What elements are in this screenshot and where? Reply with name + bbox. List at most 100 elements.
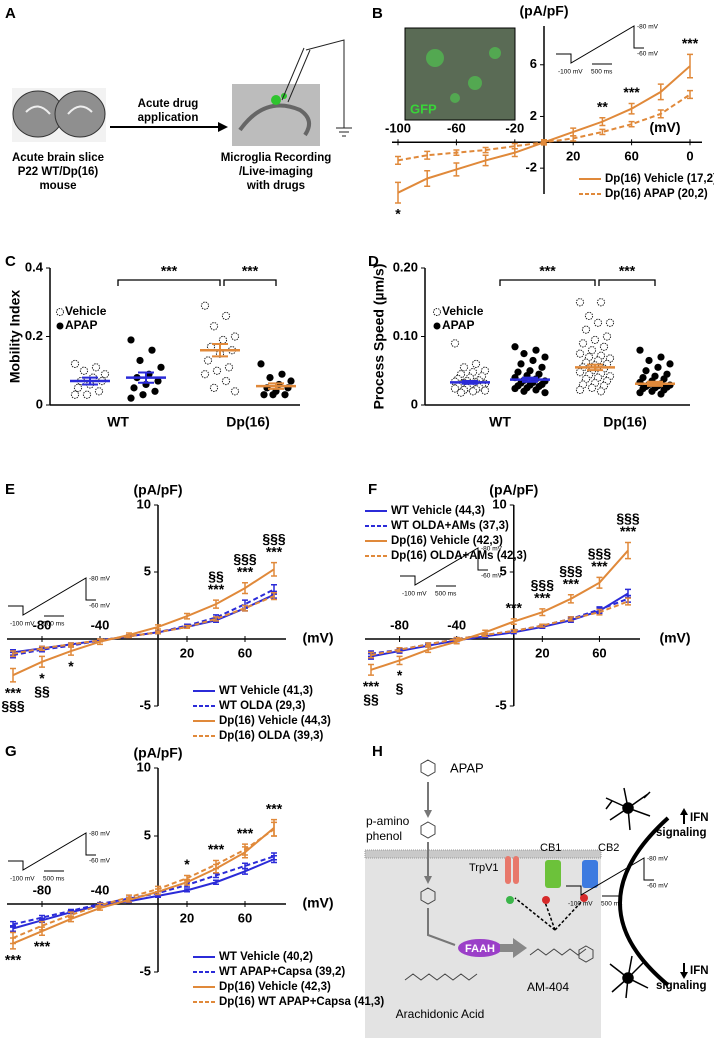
error-bar bbox=[242, 843, 248, 856]
error-bar bbox=[511, 142, 518, 150]
significance-label: *** bbox=[682, 35, 699, 51]
error-bar bbox=[10, 650, 16, 658]
y-axis-label: Mobility Index bbox=[7, 290, 23, 384]
inset-label: -100 mV bbox=[10, 876, 35, 883]
y-tick-label: -5 bbox=[139, 697, 151, 712]
data-point bbox=[266, 374, 274, 382]
significance-label: * bbox=[39, 670, 45, 686]
error-bar bbox=[570, 135, 577, 142]
data-point bbox=[575, 385, 585, 395]
data-point bbox=[599, 342, 609, 351]
data-point bbox=[94, 387, 104, 396]
arrow-label: application bbox=[138, 112, 199, 124]
data-point bbox=[636, 346, 644, 354]
error-bar bbox=[510, 628, 517, 634]
significance-label: §§§ bbox=[531, 577, 555, 593]
inset-label: 500 ms bbox=[601, 901, 623, 908]
error-bar bbox=[396, 655, 403, 666]
panel-letter: D bbox=[368, 253, 379, 270]
data-point bbox=[636, 389, 644, 397]
receptor bbox=[582, 860, 598, 888]
y-tick-label: 0 bbox=[36, 396, 43, 411]
protocol-trace bbox=[400, 547, 488, 586]
significance-label: § bbox=[396, 680, 404, 696]
significance-label: §§§ bbox=[1, 698, 25, 714]
significance-label: §§ bbox=[34, 683, 50, 699]
error-bar bbox=[212, 343, 228, 358]
data-point bbox=[200, 370, 210, 379]
significance-label: *** bbox=[208, 841, 225, 857]
panel-letter: G bbox=[5, 743, 17, 760]
error-bar bbox=[599, 128, 606, 136]
receptor-label: TrpV1 bbox=[469, 862, 499, 874]
data-point bbox=[657, 390, 665, 398]
data-point bbox=[73, 383, 83, 392]
x-tick-label: -100 bbox=[385, 121, 411, 136]
y-tick-label: 10 bbox=[137, 759, 151, 774]
receptor-label: CB1 bbox=[540, 842, 561, 854]
effect-arrow bbox=[514, 897, 586, 931]
y-tick-label: 2 bbox=[530, 108, 537, 123]
inset-label: -60 mV bbox=[647, 883, 669, 890]
arrow bbox=[427, 908, 456, 946]
legend-label: WT Vehicle (40,2) bbox=[219, 951, 313, 963]
error-bar bbox=[268, 382, 284, 390]
significance-label: *** bbox=[237, 825, 254, 841]
error-bar bbox=[541, 140, 547, 145]
y-tick-label: 0.2 bbox=[25, 328, 43, 343]
data-point bbox=[590, 335, 600, 345]
drug-label: APAP bbox=[450, 760, 484, 775]
data-point bbox=[221, 376, 231, 386]
inset-label: 500 ms bbox=[43, 876, 65, 883]
error-bar bbox=[628, 120, 635, 128]
x-axis-label: (mV) bbox=[302, 630, 333, 646]
significance-label: *** bbox=[5, 685, 22, 701]
enzyme-label: FAAH bbox=[465, 943, 495, 955]
inset-label: -80 mV bbox=[481, 546, 503, 553]
series-line bbox=[12, 827, 275, 945]
error-bar bbox=[368, 651, 374, 659]
y-axis-label: Process Speed (µm/s) bbox=[371, 264, 387, 410]
arrow-head bbox=[218, 122, 228, 132]
data-point bbox=[212, 366, 222, 375]
caption: P22 WT/Dp(16) bbox=[18, 166, 99, 178]
inset-label: -80 mV bbox=[89, 576, 111, 583]
error-bar bbox=[213, 879, 219, 886]
y-tick-label: 5 bbox=[144, 563, 151, 578]
effect-marker bbox=[542, 896, 550, 904]
significance-label: *** bbox=[208, 581, 225, 597]
error-bar bbox=[155, 885, 161, 893]
data-point bbox=[70, 390, 80, 399]
data-point bbox=[471, 359, 481, 368]
y-tick-label: -2 bbox=[525, 160, 537, 175]
outcome-label: IFN bbox=[690, 965, 709, 977]
error-bar bbox=[184, 888, 190, 893]
y-tick-label: 0 bbox=[411, 396, 418, 411]
error-bar bbox=[567, 616, 574, 622]
data-point bbox=[91, 363, 101, 372]
data-point bbox=[511, 384, 519, 393]
gfp-cell bbox=[489, 47, 501, 59]
error-bar bbox=[213, 616, 219, 622]
y-tick-label: 5 bbox=[500, 563, 507, 578]
gfp-cell bbox=[468, 76, 482, 90]
significance-label: *** bbox=[563, 575, 580, 591]
legend-label: Dp(16) APAP (20,2) bbox=[605, 188, 708, 200]
data-point bbox=[541, 353, 549, 361]
error-bar bbox=[539, 623, 546, 628]
significance-bracket bbox=[117, 279, 221, 286]
data-point bbox=[100, 370, 110, 379]
error-bar bbox=[10, 667, 16, 683]
y-tick-label: -5 bbox=[139, 963, 151, 978]
protocol-trace bbox=[566, 857, 654, 896]
slice-detail bbox=[25, 105, 93, 115]
x-tick-label: Dp(16) bbox=[226, 414, 270, 430]
x-tick-label: 60 bbox=[238, 645, 252, 660]
legend-label: WT OLDA+AMs (37,3) bbox=[391, 520, 509, 532]
data-point bbox=[157, 363, 165, 371]
error-bar bbox=[567, 594, 574, 604]
significance-label: *** bbox=[506, 600, 523, 616]
error-bar bbox=[587, 363, 603, 372]
legend-marker bbox=[433, 308, 441, 316]
